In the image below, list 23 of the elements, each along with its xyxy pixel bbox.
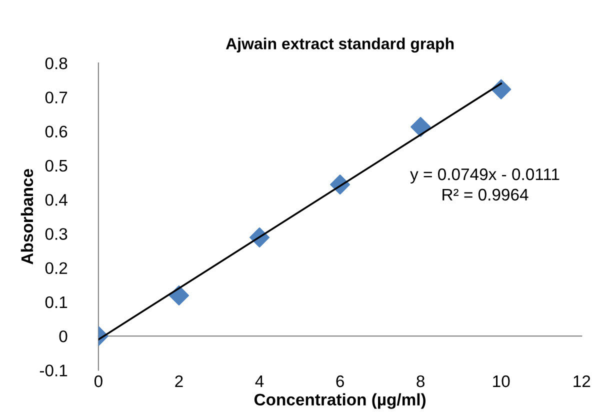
x-tick-label: 0 (94, 375, 102, 388)
x-tick-label: 4 (255, 376, 264, 388)
y-axis-title: Absorbance (20, 169, 34, 264)
annotation: y = 0.0749x - 0.0111 R² = 0.9964 (410, 168, 560, 201)
x-tick-label: 2 (175, 375, 183, 388)
y-tick-label: 0.1 (45, 296, 68, 308)
point (168, 285, 189, 306)
x-tick-label: 8 (416, 375, 424, 388)
y-tick-label: 0.3 (45, 228, 68, 240)
y-tick-label: 0 (59, 330, 68, 342)
y-tick-label: 0.4 (45, 194, 68, 206)
point (410, 116, 431, 137)
y-tick-label: 0.2 (45, 262, 68, 274)
y-tick-label: 0.7 (45, 92, 68, 104)
x-axis-title: Concentration (µg/ml) (254, 393, 426, 409)
chart-title: Ajwain extract standard graph (226, 38, 454, 53)
y-tick-label: 0.8 (45, 57, 68, 70)
y-tick-label: 0.5 (45, 160, 68, 172)
x-tick-label: 12 (574, 375, 590, 388)
x-tick-label: 6 (336, 375, 344, 388)
x-tick-label: 10 (493, 375, 510, 388)
y-tick-label: 0.6 (45, 126, 68, 138)
y-tick-label: -0.1 (40, 364, 68, 376)
